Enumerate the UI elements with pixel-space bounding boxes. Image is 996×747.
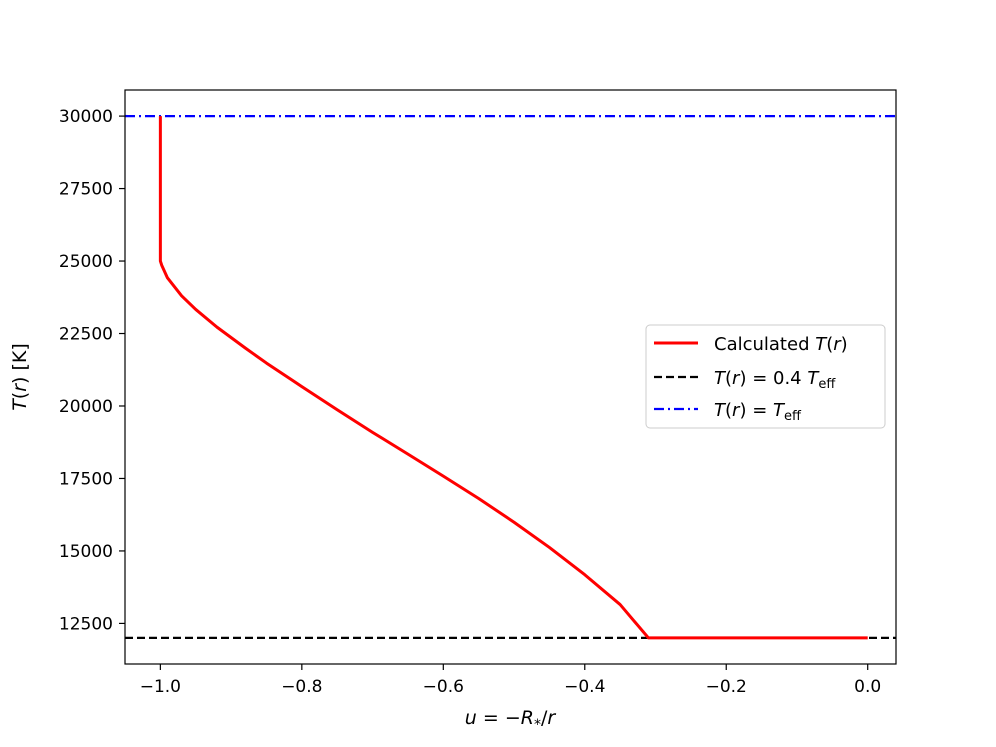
legend-teff-eq: = (746, 400, 773, 421)
legend-half-var2: T (807, 368, 820, 389)
legend-half-var: T (714, 368, 727, 389)
legend-half-eq: = 0.4 (746, 368, 807, 389)
x-axis: −1.0 −0.8 −0.6 −0.4 −0.2 0.0 (140, 664, 881, 697)
x-tick-label: −0.6 (423, 677, 464, 697)
legend-calc-pre: Calculated (714, 334, 815, 355)
legend-half-sub: eff (818, 377, 836, 392)
x-tick-label: −0.2 (706, 677, 747, 697)
legend: Calculated T(r) T(r) = 0.4 Teff T(r) = T… (645, 324, 886, 429)
y-tick-label: 15000 (59, 542, 113, 562)
x-label-var: u (465, 707, 477, 729)
x-label-sub: * (534, 717, 541, 733)
y-axis-label: T(r) [K] (9, 343, 31, 411)
x-tick-label: −0.8 (281, 677, 322, 697)
legend-calc-close: ) (841, 334, 848, 355)
legend-calc-var: T (815, 334, 828, 355)
legend-calc-arg: r (833, 334, 842, 355)
series-calculated-line (158, 116, 868, 640)
legend-half-open: ( (725, 368, 732, 389)
y-axis: 12500 15000 17500 20000 22500 25000 27500 30000 (59, 107, 125, 634)
y-label-arg: r (9, 383, 31, 392)
y-tick-label: 25000 (59, 252, 113, 272)
legend-label-calculated: Calculated T(r) (714, 334, 848, 355)
y-tick-label: 22500 (59, 325, 113, 345)
y-label-var: T (9, 398, 31, 411)
legend-half-close: ) (739, 368, 746, 389)
y-label-open: ( (9, 392, 31, 399)
y-label-close: ) (9, 377, 31, 384)
legend-box (645, 324, 886, 429)
legend-label-teff: T(r) = Teff (714, 400, 802, 424)
legend-half-arg: r (732, 368, 741, 389)
legend-teff-var2: T (773, 400, 786, 421)
legend-teff-open: ( (725, 400, 732, 421)
x-label-r: r (547, 707, 556, 729)
y-tick-label: 17500 (59, 469, 113, 489)
legend-teff-close: ) (739, 400, 746, 421)
x-label-eq: = − (477, 707, 521, 729)
y-tick-label: 27500 (59, 180, 113, 200)
series-layer (125, 114, 896, 640)
legend-calc-open: ( (826, 334, 833, 355)
plot-frame (124, 89, 897, 665)
x-axis-label: u = −R*/r (465, 707, 557, 733)
legend-label-half: T(r) = 0.4 Teff (714, 368, 836, 392)
x-tick-label: −1.0 (140, 677, 181, 697)
y-tick-label: 20000 (59, 397, 113, 417)
y-tick-label: 12500 (59, 614, 113, 634)
legend-teff-arg: r (732, 400, 741, 421)
x-label-radius: R (521, 707, 534, 729)
x-label-slash: / (541, 707, 548, 729)
y-tick-label: 30000 (59, 107, 113, 127)
y-label-unit: [K] (9, 343, 31, 376)
legend-teff-sub: eff (784, 409, 802, 424)
x-tick-label: −0.4 (564, 677, 605, 697)
legend-teff-var: T (714, 400, 727, 421)
x-tick-label: 0.0 (854, 677, 881, 697)
